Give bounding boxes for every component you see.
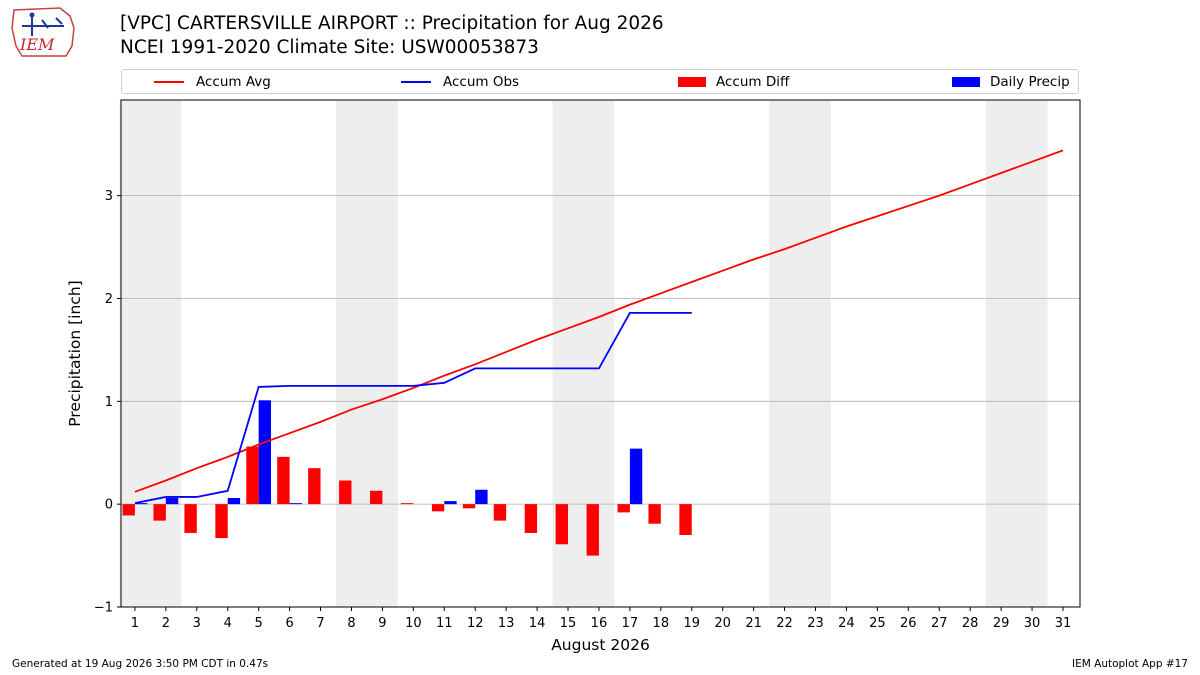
accum-obs-line	[134, 311, 692, 505]
x-tick-label: 29	[993, 616, 1010, 631]
x-tick-label: 7	[316, 616, 324, 631]
daily-precip-bar	[444, 501, 457, 505]
x-tick-label: 24	[838, 616, 855, 631]
y-tick-label: 1	[105, 395, 113, 410]
accum-diff-bar	[679, 504, 692, 536]
accum-diff-bar	[122, 504, 135, 516]
daily-precip-bar	[258, 400, 272, 505]
x-tick-label: 25	[869, 616, 886, 631]
accum-diff-bar	[400, 503, 414, 505]
plot-frame	[120, 99, 1081, 608]
daily-precip-bar	[289, 503, 302, 505]
daily-precip-bar	[165, 497, 179, 505]
weekend-shade	[119, 100, 182, 607]
y-tick-label: 3	[105, 189, 113, 204]
weekend-shade	[985, 100, 1048, 607]
accum-diff-bar	[617, 504, 630, 513]
daily-precip-bar	[629, 448, 643, 505]
accum-diff-bar	[493, 504, 507, 521]
weekend-shade	[336, 100, 398, 607]
title-line-2: NCEI 1991-2020 Climate Site: USW00053873	[120, 37, 539, 58]
legend-label-accum-avg: Accum Avg	[196, 74, 271, 90]
footer-generated: Generated at 19 Aug 2026 3:50 PM CDT in …	[12, 658, 269, 670]
x-tick-label: 3	[193, 616, 201, 631]
legend-label-accum-obs: Accum Obs	[443, 74, 520, 90]
accum-diff-bar	[308, 468, 321, 505]
x-tick-label: 1	[131, 616, 139, 631]
y-axis-label: Precipitation [inch]	[66, 280, 84, 426]
x-tick-label: 20	[714, 616, 731, 631]
x-tick-label: 18	[653, 616, 670, 631]
x-tick-label: 8	[347, 616, 355, 631]
legend-label-accum-diff: Accum Diff	[716, 74, 790, 90]
x-tick-label: 28	[962, 616, 979, 631]
accum-diff-bar	[648, 504, 661, 524]
x-tick-label: 9	[378, 616, 386, 631]
legend-swatch-daily-precip	[952, 77, 980, 87]
legend-item-accum-avg: Accum Avg	[154, 73, 271, 91]
x-tick-label: 6	[285, 616, 293, 631]
accum-diff-bar	[431, 504, 445, 512]
x-tick-label: 19	[683, 616, 700, 631]
x-tick-label: 15	[560, 616, 577, 631]
legend-swatch-accum-diff	[678, 77, 706, 87]
daily-precip-bar	[475, 489, 488, 505]
x-tick-label: 23	[807, 616, 824, 631]
accum-diff-bar	[277, 456, 290, 505]
weekend-shade	[769, 100, 831, 607]
accum-diff-bar	[555, 504, 569, 545]
logo-text: IEM	[19, 35, 55, 54]
iem-logo: IEM	[11, 7, 75, 57]
x-tick-label: 17	[622, 616, 639, 631]
x-tick-label: 30	[1024, 616, 1041, 631]
accum-avg-line	[134, 149, 1064, 493]
y-tick-label: −1	[94, 601, 113, 616]
x-tick-label: 10	[405, 616, 422, 631]
x-tick-label: 14	[529, 616, 546, 631]
legend-item-accum-diff: Accum Diff	[678, 73, 789, 91]
x-tick-label: 2	[162, 616, 170, 631]
accum-diff-bar	[586, 504, 599, 556]
x-tick-label: 22	[776, 616, 793, 631]
accum-diff-bar	[184, 504, 197, 533]
x-axis-label: August 2026	[551, 636, 650, 654]
accum-diff-bar	[153, 504, 166, 521]
legend-swatch-accum-avg	[154, 81, 184, 83]
x-tick-label: 12	[467, 616, 484, 631]
x-tick-label: 4	[224, 616, 232, 631]
y-tick-label: 0	[105, 498, 113, 513]
x-tick-label: 5	[255, 616, 263, 631]
y-tick-label: 2	[105, 292, 113, 307]
title-line-1: [VPC] CARTERSVILLE AIRPORT :: Precipitat…	[120, 13, 664, 34]
footer-app: IEM Autoplot App #17	[1072, 658, 1188, 670]
accum-diff-bar	[370, 490, 383, 505]
x-tick-label: 26	[900, 616, 917, 631]
x-tick-label: 16	[591, 616, 608, 631]
accum-diff-bar	[524, 504, 538, 533]
accum-diff-bar	[215, 504, 228, 539]
legend: Accum Avg Accum Obs Accum Diff Daily Pre…	[121, 69, 1079, 94]
daily-precip-bar	[134, 503, 148, 505]
accum-diff-bar	[462, 504, 476, 509]
legend-swatch-accum-obs	[401, 81, 431, 83]
x-tick-label: 27	[931, 616, 948, 631]
legend-item-accum-obs: Accum Obs	[401, 73, 519, 91]
x-tick-label: 13	[498, 616, 515, 631]
x-tick-label: 21	[745, 616, 762, 631]
legend-label-daily-precip: Daily Precip	[990, 74, 1070, 90]
daily-precip-bar	[227, 497, 241, 505]
x-tick-label: 11	[436, 616, 453, 631]
chart-title: [VPC] CARTERSVILLE AIRPORT :: Precipitat…	[120, 12, 664, 60]
accum-diff-bar	[339, 480, 352, 505]
accum-diff-bar	[246, 446, 259, 505]
x-tick-label: 31	[1055, 616, 1072, 631]
legend-item-daily-precip: Daily Precip	[952, 73, 1070, 91]
